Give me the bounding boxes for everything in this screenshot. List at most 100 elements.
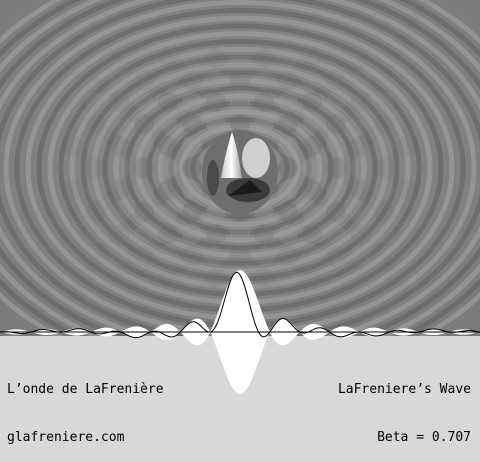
interference-cell — [278, 136, 298, 156]
interference-cell — [230, 70, 250, 90]
interference-cell — [278, 180, 298, 200]
interference-cell — [302, 136, 322, 156]
interference-cell — [134, 136, 154, 156]
interference-cell — [278, 158, 298, 178]
interference-cell — [398, 180, 418, 200]
interference-cell — [110, 114, 130, 134]
interference-cell — [374, 224, 394, 244]
interference-cell — [350, 92, 370, 112]
interference-cell — [86, 92, 106, 112]
interference-cell — [182, 136, 202, 156]
interference-cell — [182, 268, 202, 288]
interference-cell — [182, 246, 202, 266]
interference-cell — [374, 136, 394, 156]
interference-cell — [134, 158, 154, 178]
interference-cell — [86, 136, 106, 156]
interference-cell — [278, 48, 298, 68]
interference-cell — [86, 224, 106, 244]
interference-cell — [110, 92, 130, 112]
interference-cell — [302, 246, 322, 266]
interference-cell — [278, 114, 298, 134]
interference-cell — [230, 48, 250, 68]
interference-cell — [254, 92, 274, 112]
interference-cell — [134, 246, 154, 266]
interference-cell — [206, 92, 226, 112]
electron-center — [202, 130, 278, 214]
interference-cell — [134, 114, 154, 134]
interference-cell — [158, 70, 178, 90]
beta-readout: Beta = 0.707 — [377, 430, 471, 445]
interference-cell — [158, 180, 178, 200]
site-link[interactable]: glafreniere.com — [7, 430, 125, 445]
interference-cell — [182, 224, 202, 244]
interference-cell — [350, 202, 370, 222]
interference-cell — [278, 268, 298, 288]
interference-cell — [62, 136, 82, 156]
interference-cell — [110, 224, 130, 244]
interference-cell — [230, 246, 250, 266]
interference-cell — [230, 224, 250, 244]
interference-cell — [278, 70, 298, 90]
interference-cell — [134, 70, 154, 90]
interference-cell — [302, 224, 322, 244]
interference-cell — [206, 48, 226, 68]
interference-cell — [182, 158, 202, 178]
interference-cell — [158, 202, 178, 222]
interference-cell — [110, 136, 130, 156]
wave-ring — [168, 116, 312, 220]
interference-cell — [134, 224, 154, 244]
interference-cell — [326, 136, 346, 156]
interference-cell — [326, 202, 346, 222]
caption-right: LaFreniere’s Wave Beta = 0.707 — [338, 350, 471, 462]
interference-cell — [302, 48, 322, 68]
interference-cell — [134, 92, 154, 112]
wave-simulation-canvas — [0, 0, 480, 394]
interference-cell — [158, 246, 178, 266]
interference-cell — [230, 92, 250, 112]
interference-cell — [110, 158, 130, 178]
interference-cell — [158, 48, 178, 68]
interference-cell — [182, 48, 202, 68]
wave-ring — [124, 85, 356, 251]
interference-cell — [302, 268, 322, 288]
interference-cell — [134, 180, 154, 200]
interference-cell — [374, 202, 394, 222]
interference-cell — [302, 180, 322, 200]
interference-cell — [350, 246, 370, 266]
interference-cell — [110, 202, 130, 222]
interference-cell — [86, 202, 106, 222]
interference-cell — [158, 92, 178, 112]
wave-curve-line — [0, 271, 480, 339]
interference-cell — [206, 70, 226, 90]
interference-cell — [374, 180, 394, 200]
interference-cell — [158, 136, 178, 156]
interference-cell — [326, 180, 346, 200]
interference-cell — [398, 136, 418, 156]
interference-cell — [230, 114, 250, 134]
wave-ring — [102, 70, 378, 266]
interference-cell — [326, 92, 346, 112]
wave-ring — [135, 93, 345, 243]
interference-cell — [278, 202, 298, 222]
interference-cell — [302, 114, 322, 134]
interference-cell — [182, 180, 202, 200]
interference-cell — [158, 268, 178, 288]
wave-ring — [113, 77, 367, 259]
interference-cell — [254, 48, 274, 68]
interference-cell — [62, 180, 82, 200]
interference-cell — [350, 224, 370, 244]
interference-cell — [374, 158, 394, 178]
caption-left: L’onde de LaFrenière glafreniere.com — [7, 350, 164, 462]
interference-cell — [254, 268, 274, 288]
interference-cell — [134, 202, 154, 222]
interference-cell — [158, 114, 178, 134]
interference-cell — [350, 158, 370, 178]
interference-cell — [110, 180, 130, 200]
interference-cell — [326, 224, 346, 244]
interference-cell — [62, 158, 82, 178]
interference-cell — [206, 268, 226, 288]
interference-cell — [278, 92, 298, 112]
interference-cell — [182, 92, 202, 112]
interference-cell — [374, 92, 394, 112]
interference-cell — [158, 224, 178, 244]
